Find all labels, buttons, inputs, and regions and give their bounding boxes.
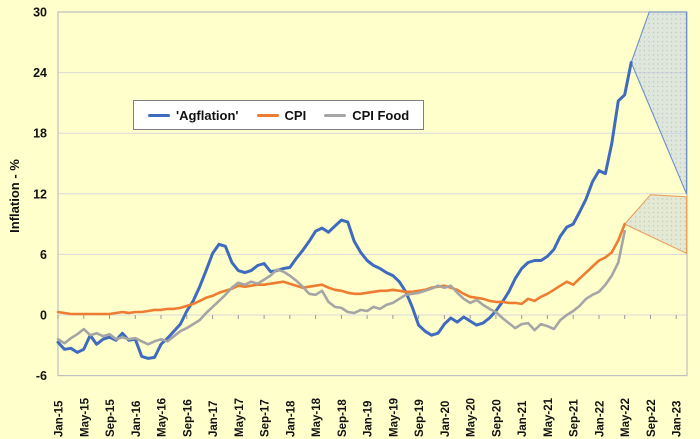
x-tick-label: Jan-20 [440, 401, 452, 437]
legend-label-agflation: 'Agflation' [176, 107, 239, 123]
legend-item-agflation: 'Agflation' [148, 108, 239, 123]
x-tick-label: Jan-22 [595, 401, 607, 437]
x-tick-label: May-17 [234, 398, 246, 437]
series-line-cpi [56, 222, 627, 316]
y-tick-label: 18 [33, 127, 47, 141]
x-tick-label: May-21 [543, 397, 555, 437]
x-tick-label: Sep-22 [646, 399, 658, 437]
x-tick-label: Jan-16 [131, 401, 143, 437]
legend-item-cpi-food: CPI Food [324, 108, 409, 123]
x-tick-label: May-18 [311, 397, 323, 437]
x-tick-label: Jan-17 [208, 401, 220, 437]
x-tick-label: Sep-17 [260, 399, 272, 437]
x-tick-label: Sep-15 [105, 399, 117, 437]
x-tick-label: Sep-16 [182, 399, 194, 437]
x-tick-label: May-20 [466, 398, 478, 437]
x-tick-label: Jan-23 [672, 401, 684, 437]
x-tick-label: Sep-18 [337, 399, 349, 437]
y-tick-label: 30 [33, 6, 47, 20]
x-tick-label: May-16 [157, 398, 169, 437]
x-tick-label: Jan-21 [517, 400, 529, 437]
forecast-fan-agflation-border [630, 11, 688, 195]
cpi-food-line-swatch-icon [324, 113, 347, 117]
legend: 'Agflation' CPI CPI Food [133, 100, 425, 130]
legend-label-cpi-food: CPI Food [352, 107, 410, 123]
x-tick-label: May-15 [79, 397, 91, 437]
x-tick-label: May-19 [388, 398, 400, 437]
x-tick-label: May-22 [620, 398, 632, 437]
series-line-cpi-food [56, 229, 627, 346]
legend-item-cpi: CPI [256, 107, 307, 123]
y-axis-title: Inflation - % [7, 159, 22, 233]
x-tick-label: Jan-18 [285, 400, 297, 437]
y-tick-label: -6 [36, 369, 47, 383]
series-line-agflation [56, 61, 633, 360]
agflation-line-swatch-icon [148, 113, 170, 117]
forecast-fan-cpi-border [624, 194, 688, 254]
x-tick-label: Sep-20 [491, 399, 503, 437]
x-tick-label: Sep-21 [569, 399, 581, 437]
y-tick-label: 6 [40, 248, 47, 262]
y-tick-label: 0 [40, 309, 47, 323]
y-tick-label: 24 [33, 66, 47, 80]
legend-label-cpi: CPI [284, 107, 307, 123]
x-tick-label: Jan-19 [363, 401, 375, 437]
cpi-line-swatch-icon [256, 113, 279, 117]
y-tick-label: 12 [33, 187, 47, 201]
x-tick-label: Sep-19 [414, 399, 426, 437]
x-tick-label: Jan-15 [54, 400, 66, 437]
